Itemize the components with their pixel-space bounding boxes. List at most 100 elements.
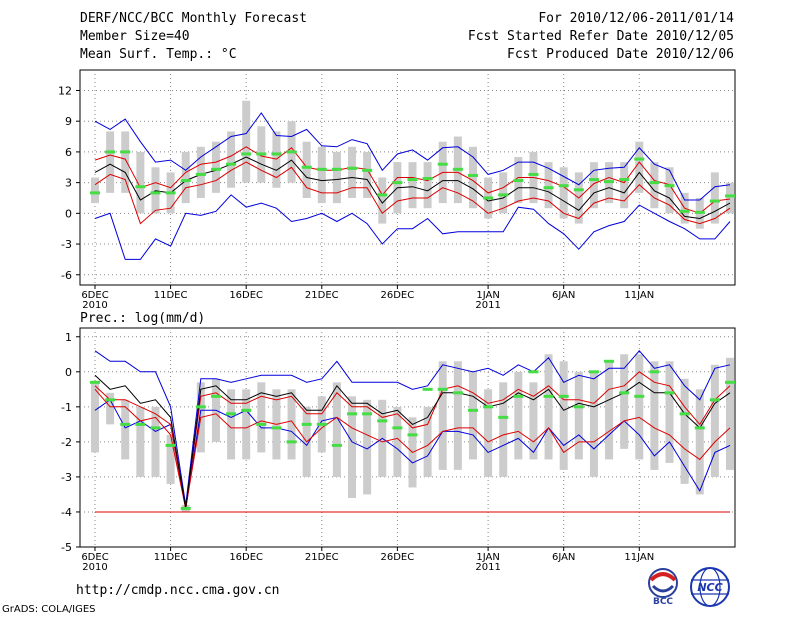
- prec-spread-box: [695, 389, 704, 495]
- prec-median-mark: [604, 359, 615, 363]
- prec-spread-box: [650, 361, 659, 470]
- temp-spread-box: [121, 131, 130, 193]
- temp-xtick-label: 6DEC: [81, 290, 108, 301]
- prec-spread-box: [665, 361, 674, 463]
- temp-xtick-label: 21DEC: [305, 290, 339, 301]
- prec-ytick-label: -3: [61, 471, 72, 484]
- prec-median-mark: [256, 422, 267, 426]
- prec-spread-box: [227, 389, 236, 460]
- prec-xtick-label: 11JAN: [624, 552, 654, 563]
- temp-spread-box: [106, 131, 115, 193]
- prec-spread-box: [499, 382, 508, 477]
- source-url[interactable]: http://cmdp.ncc.cma.gov.cn: [76, 583, 280, 598]
- prec-median-mark: [120, 422, 131, 426]
- prec-ytick-label: 1: [65, 331, 72, 344]
- temp-xtick-label: 11JAN: [624, 290, 654, 301]
- prec-xtick-label: 26DEC: [381, 552, 415, 563]
- prec-ytick-label: -4: [61, 506, 72, 519]
- prec-median-mark: [558, 394, 569, 398]
- temp-median-mark: [573, 188, 584, 192]
- temp-median-mark: [588, 178, 599, 182]
- prec-median-mark: [135, 422, 146, 426]
- prec-median-mark: [513, 394, 524, 398]
- prec-spread-box: [106, 392, 115, 425]
- temp-median-mark: [241, 152, 252, 156]
- temp-median-mark: [694, 210, 705, 214]
- prec-spread-box: [605, 361, 614, 460]
- temp-spread-box: [196, 146, 205, 198]
- temp-median-mark: [649, 181, 660, 185]
- temp-median-mark: [634, 157, 645, 161]
- temp-median-mark: [392, 181, 403, 185]
- temp-median-mark: [195, 172, 206, 176]
- bcc-logo: BCC: [648, 568, 678, 606]
- prec-median-mark: [619, 391, 630, 395]
- temp-spread-box: [544, 162, 553, 209]
- prec-panel-title: Prec.: log(mm/d): [80, 311, 205, 326]
- temp-median-mark: [604, 180, 615, 184]
- temp-spread-box: [227, 131, 236, 188]
- prec-median-mark: [452, 391, 463, 395]
- temp-spread-box: [710, 172, 719, 224]
- ncc-logo: NCC: [690, 567, 730, 607]
- prec-xtick-label: 2011: [475, 562, 500, 573]
- prec-ytick-label: -5: [61, 541, 72, 554]
- prec-spread-box: [680, 378, 689, 484]
- prec-spread-box: [710, 364, 719, 477]
- temp-median-mark: [377, 193, 388, 197]
- temp-median-mark: [709, 199, 720, 203]
- forecast-start-label: Fcst Started Refer Date 2010/12/05: [467, 29, 734, 44]
- prec-median-mark: [588, 370, 599, 374]
- prec-median-mark: [150, 426, 161, 430]
- temp-spread-box: [317, 146, 326, 204]
- prec-series-lower: [94, 388, 731, 509]
- prec-spread-box: [91, 382, 99, 453]
- prec-spread-box: [257, 382, 266, 453]
- chart-title: DERF/NCC/BCC Monthly Forecast: [80, 11, 307, 26]
- prec-spread-box: [151, 406, 160, 477]
- variable-label: Mean Surf. Temp.: °C: [80, 47, 237, 62]
- prec-median-mark: [105, 398, 116, 402]
- temp-spread-box: [665, 167, 674, 214]
- prec-median-mark: [301, 422, 312, 426]
- temp-median-mark: [120, 150, 131, 154]
- temp-ytick-label: 0: [65, 207, 72, 220]
- temp-series-upper: [94, 146, 731, 214]
- temp-median-mark: [316, 167, 327, 171]
- temp-ytick-label: 3: [65, 177, 72, 190]
- prec-median-mark: [226, 412, 237, 416]
- prec-median-mark: [649, 370, 660, 374]
- temp-median-mark: [619, 178, 630, 182]
- prec-spread-box: [589, 371, 598, 477]
- temp-median-mark: [362, 168, 373, 172]
- prec-median-mark: [437, 387, 448, 391]
- temp-median-mark: [513, 179, 524, 183]
- temp-spread-box: [91, 177, 99, 204]
- prec-spread-box: [393, 406, 402, 477]
- temp-xtick-label: 16DEC: [229, 290, 263, 301]
- temp-ytick-label: 12: [58, 84, 72, 97]
- prec-median-mark: [528, 370, 539, 374]
- temp-spread-box: [363, 151, 372, 198]
- temp-median-mark: [226, 162, 237, 166]
- temp-median-mark: [528, 172, 539, 176]
- temp-median-mark: [301, 165, 312, 169]
- prec-spread-box: [242, 389, 251, 460]
- temp-ytick-label: -3: [61, 238, 72, 251]
- temp-spread-box: [242, 100, 251, 183]
- temp-median-mark: [286, 150, 297, 154]
- prec-median-mark: [694, 426, 705, 430]
- prec-ytick-label: -1: [61, 401, 72, 414]
- prec-spread-box: [544, 354, 553, 460]
- temp-spread-box: [468, 146, 477, 209]
- prec-spread-box: [332, 382, 341, 477]
- temp-median-mark: [498, 193, 509, 197]
- prec-xtick-label: 6DEC: [81, 552, 108, 563]
- temp-median-mark: [452, 167, 463, 171]
- prec-median-mark: [498, 415, 509, 419]
- prec-ytick-label: -2: [61, 436, 72, 449]
- bcc-logo-text: BCC: [653, 597, 673, 606]
- prec-median-mark: [286, 440, 297, 444]
- prec-series-max: [94, 350, 731, 506]
- prec-median-mark: [407, 433, 418, 437]
